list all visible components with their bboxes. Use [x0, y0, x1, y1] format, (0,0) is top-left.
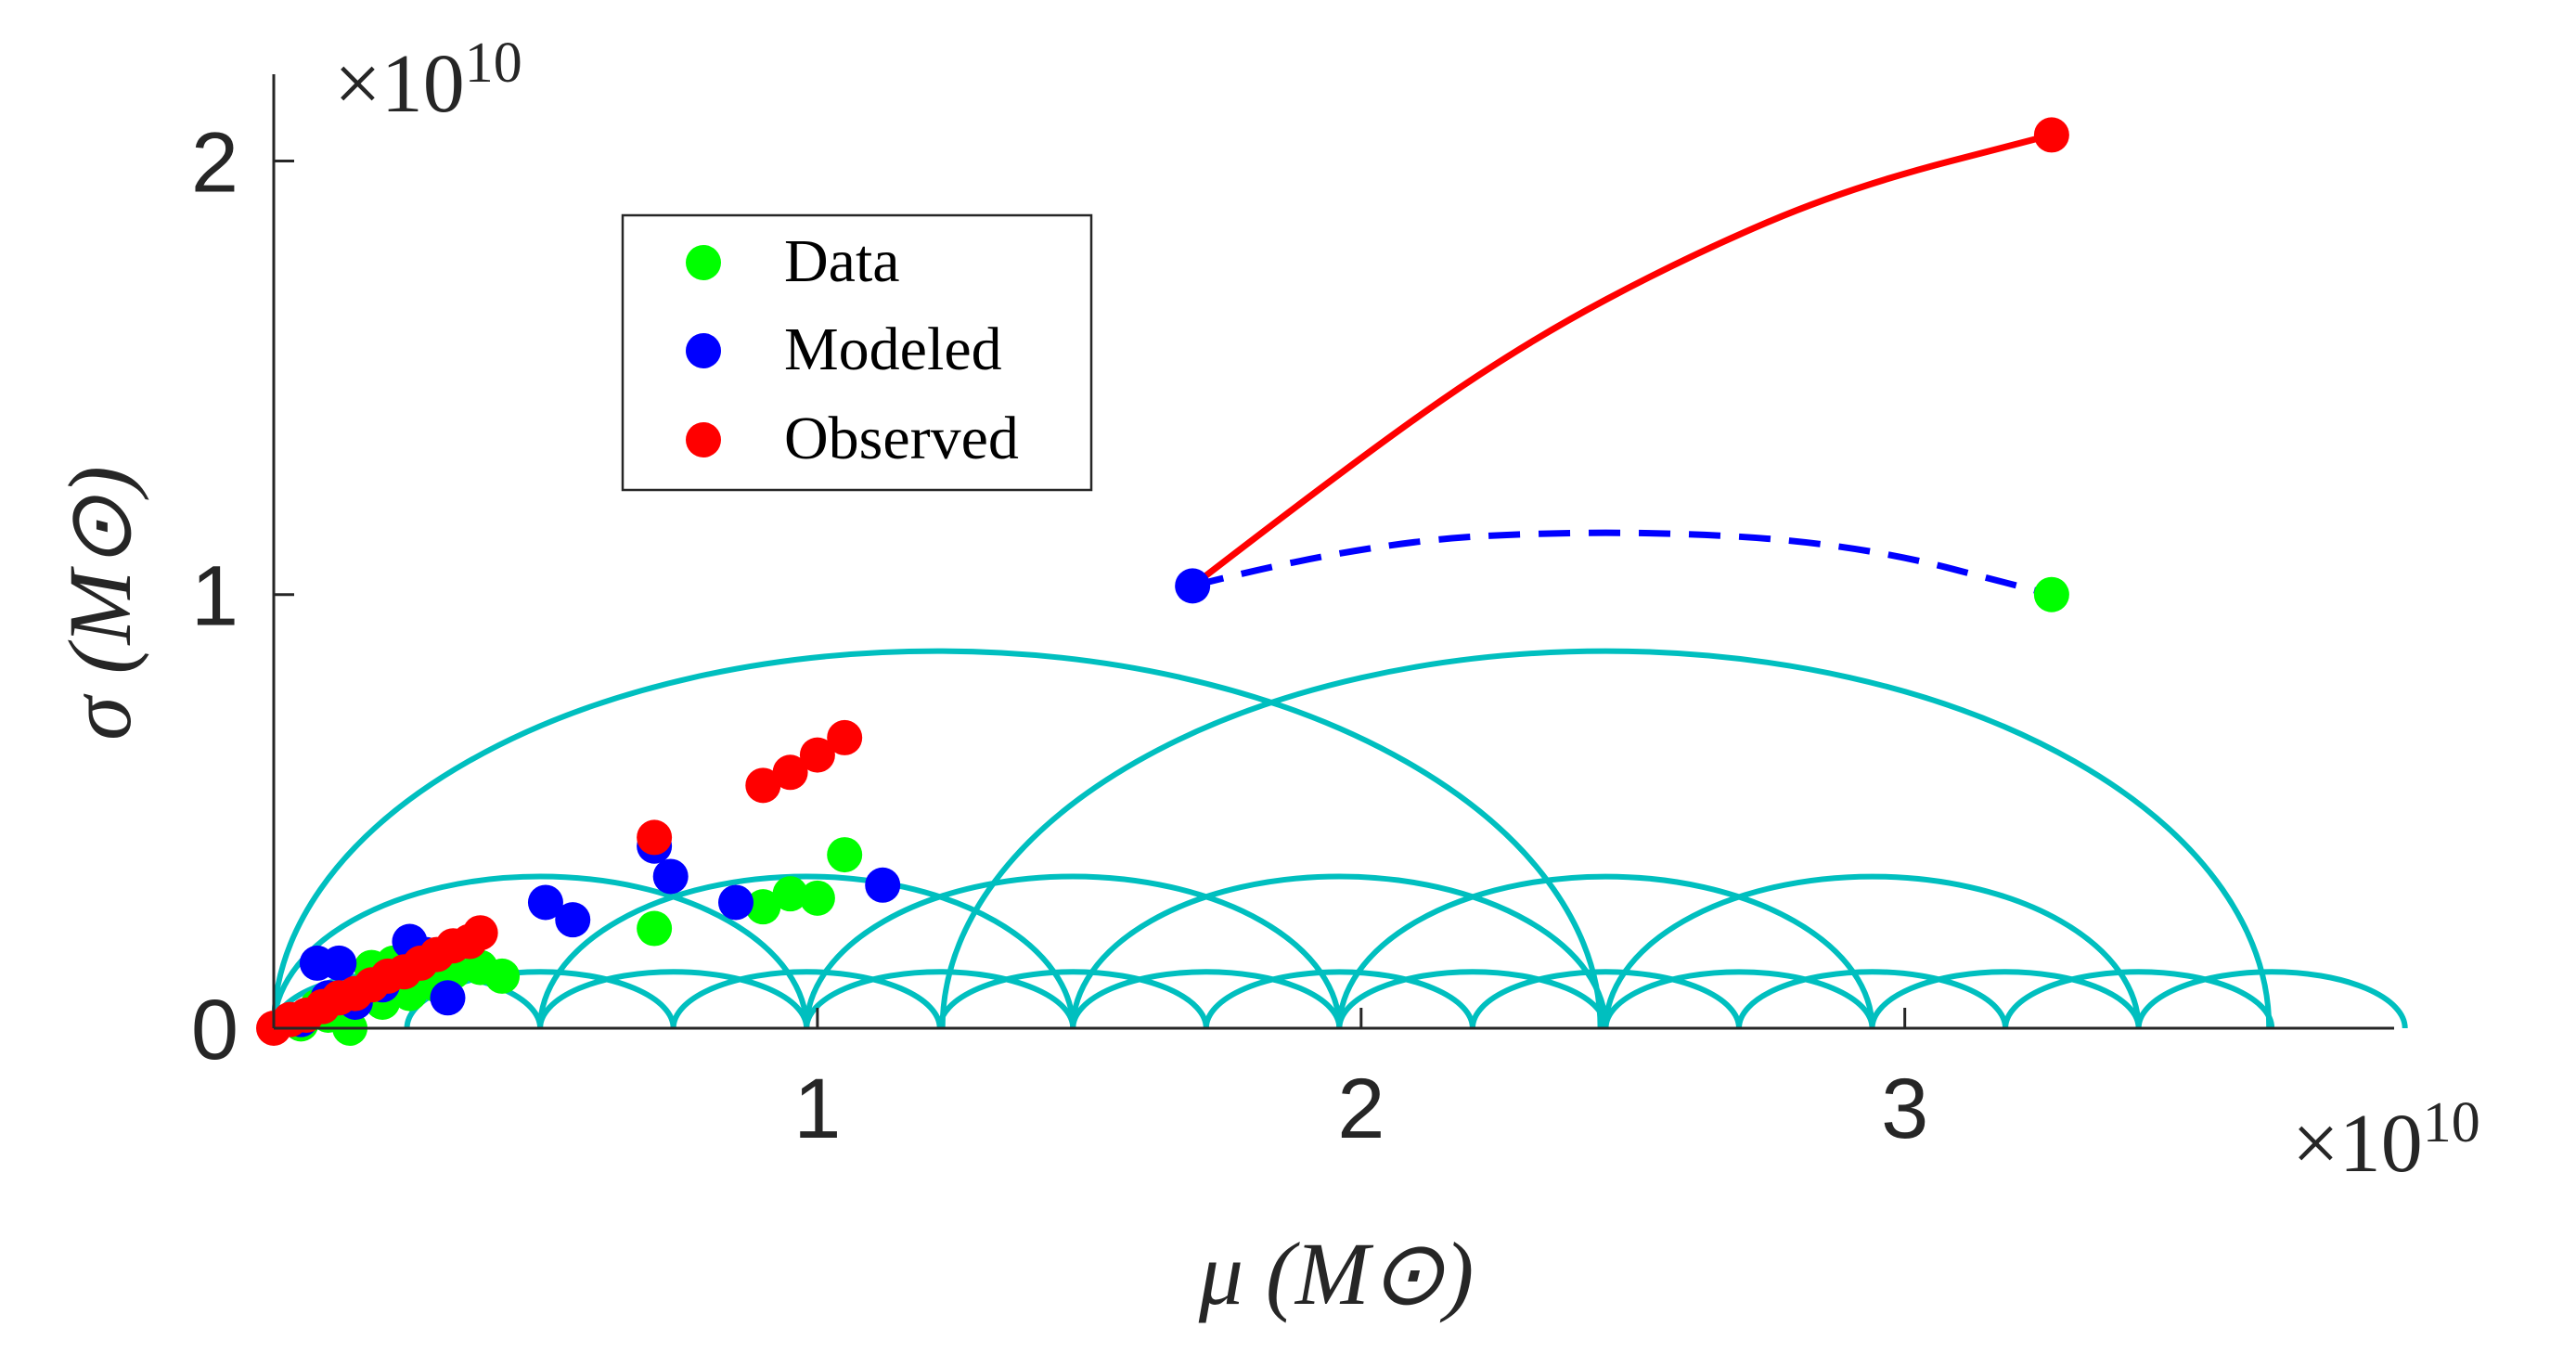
modeled-point-13 — [718, 884, 754, 921]
ticks-layer: 1 2 3 0 1 2 — [191, 115, 1928, 1156]
legend-marker-modeled — [686, 333, 721, 368]
arc-13 — [936, 969, 1209, 1029]
arc-18 — [1603, 969, 1875, 1029]
arc-0 — [271, 648, 1604, 1029]
modeled-point-12 — [652, 858, 689, 895]
x-tick-label-0: 1 — [793, 1062, 841, 1156]
y-tick-label-0: 0 — [191, 983, 238, 1077]
points-layer — [256, 117, 2069, 1046]
arc-3 — [537, 873, 1076, 1029]
legend-marker-observed — [686, 422, 721, 457]
arc-4 — [804, 873, 1343, 1029]
y-axis-title: σ (M⊙) — [50, 466, 149, 741]
observed-point-17 — [799, 737, 835, 773]
arc-22 — [2135, 969, 2408, 1029]
arc-14 — [1070, 969, 1343, 1029]
legend-marker-data — [686, 245, 721, 280]
y-exponent-label: ×1010 — [334, 32, 522, 130]
x-axis-title: μ (M⊙) — [1198, 1224, 1475, 1323]
arc-17 — [1469, 969, 1742, 1029]
arc-7 — [1603, 873, 2142, 1029]
observed-point-19 — [2033, 117, 2069, 153]
arc-6 — [1336, 873, 1875, 1029]
arc-15 — [1203, 969, 1475, 1029]
x-tick-label-2: 3 — [1881, 1062, 1928, 1156]
arc-21 — [2003, 969, 2275, 1029]
blue-dashed-curve — [1191, 529, 2053, 599]
arc-16 — [1336, 969, 1609, 1029]
arc-19 — [1735, 969, 2009, 1029]
y-tick-label-2: 2 — [191, 115, 238, 210]
legend: Data Modeled Observed — [621, 213, 1093, 492]
y-tick-label-1: 1 — [191, 549, 238, 644]
modeled-point-9 — [527, 884, 563, 921]
legend-label-observed: Observed — [784, 405, 1019, 472]
modeled-point-2 — [321, 945, 357, 981]
arc-10 — [537, 969, 810, 1029]
modeled-point-14 — [865, 867, 901, 903]
observed-point-18 — [827, 719, 863, 755]
data-point-14 — [772, 876, 808, 912]
arc-5 — [1070, 873, 1609, 1029]
data-point-17 — [2033, 576, 2069, 612]
modeled-point-7 — [430, 980, 466, 1016]
data-point-13 — [745, 889, 781, 925]
x-tick-label-1: 2 — [1337, 1062, 1385, 1156]
observed-point-16 — [772, 754, 808, 791]
arc-1 — [939, 648, 2273, 1029]
arc-11 — [670, 969, 943, 1029]
data-point-16 — [827, 837, 863, 873]
x-exponent-label: ×1010 — [2292, 1091, 2480, 1190]
data-point-12 — [637, 910, 673, 947]
arc-20 — [1869, 969, 2142, 1029]
modeled-point-10 — [555, 902, 591, 938]
arc-12 — [804, 969, 1076, 1029]
curves-layer — [1191, 132, 2053, 599]
legend-label-data: Data — [784, 227, 900, 295]
data-point-15 — [799, 880, 835, 916]
red-curve — [1191, 132, 2053, 589]
observed-point-15 — [745, 767, 781, 804]
legend-label-modeled: Modeled — [784, 316, 1002, 383]
observed-point-13 — [462, 915, 498, 951]
observed-point-14 — [637, 819, 673, 856]
cyan-arcs-layer — [271, 648, 2408, 1029]
modeled-point-15 — [1175, 568, 1211, 604]
data-point-8 — [484, 958, 521, 994]
